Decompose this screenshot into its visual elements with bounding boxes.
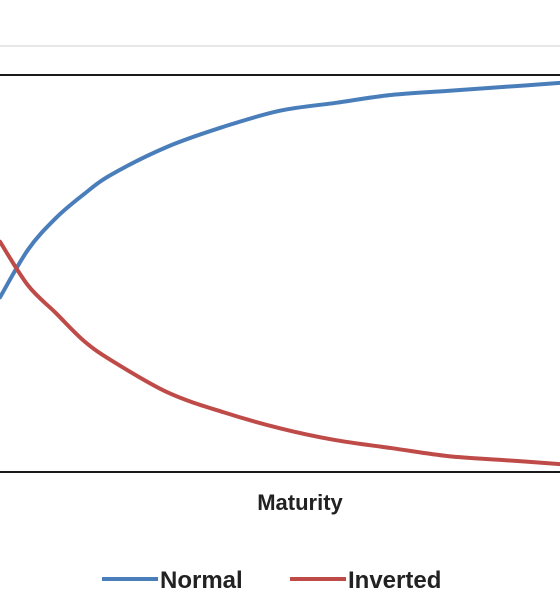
legend-label-inverted: Inverted xyxy=(348,567,441,594)
x-axis-title: Maturity xyxy=(257,490,343,515)
legend: Normal Inverted xyxy=(102,567,441,594)
series-line-normal xyxy=(0,80,560,300)
plot-area-frame xyxy=(0,74,560,473)
series-line-inverted xyxy=(0,239,560,467)
legend-label-normal: Normal xyxy=(160,567,243,594)
series-layer xyxy=(0,80,560,467)
